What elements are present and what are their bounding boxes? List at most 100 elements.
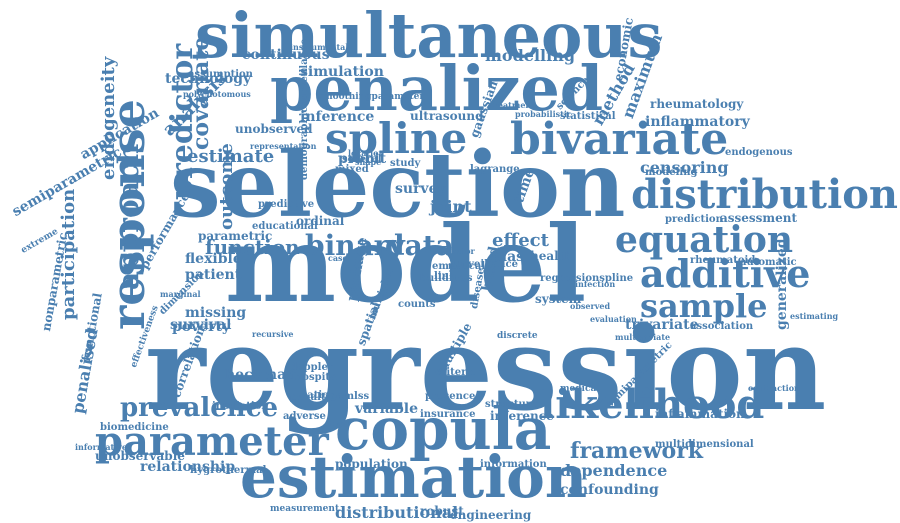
cloud-word: insurance [420,409,476,420]
cloud-word: association [690,321,754,332]
cloud-word: multivariate [615,332,671,342]
cloud-word: missing [185,305,247,321]
cloud-word: framework [570,438,704,464]
cloud-word: observed [570,301,611,311]
cloud-word: empirical [432,261,486,272]
cloud-word: modeling [645,167,698,178]
cloud-word: joint [430,197,472,216]
cloud-word: censoring [640,158,729,177]
cloud-word: shape [355,157,382,167]
cloud-word: information [480,459,547,470]
cloud-word: doppler [290,362,334,373]
cloud-word: sample [640,287,768,325]
cloud-word: binary [305,229,405,262]
cloud-word: simultaneous [195,0,663,72]
cloud-word: treatment [490,100,535,110]
cloud-word: predictive [258,199,315,210]
cloud-word: presence [425,391,476,402]
cloud-word: equation [615,219,794,261]
cloud-word: study [390,158,421,169]
cloud-word: bias [492,249,525,265]
cloud-word: prevalence [120,393,279,423]
cloud-word: engineering [450,508,532,522]
cloud-word: function [205,235,300,259]
cloud-word: link [434,271,456,282]
cloud-word: additive [640,251,811,296]
cloud-word: confounding [560,482,659,498]
cloud-word: parameter [95,418,329,465]
cloud-word: mixed [335,164,369,175]
cloud-word: endogenous [725,147,793,158]
cloud-word: continuous [242,47,330,63]
cloud-word: hospital [295,372,341,383]
cloud-word: regressionspline [540,273,634,284]
cloud-word: modelling [485,46,576,65]
cloud-word: polychotomous [183,89,251,99]
cloud-word: adverse [283,411,326,422]
cloud-word: several [342,154,382,165]
cloud-word: lagrange [470,164,520,175]
cloud-word: survival [170,317,232,333]
cloud-word: ordinal [296,214,345,228]
cloud-word: surveillance [450,259,518,270]
cloud-word: relationship [140,459,236,475]
cloud-word: penalty [290,392,332,403]
cloud-word: informative [75,442,127,452]
cloud-word: generalized [774,238,790,330]
cloud-word: case [328,253,348,263]
cloud-word: contraction [748,383,800,393]
cloud-word: educational [252,221,318,232]
cloud-word: measurement [270,504,340,514]
cloud-word: rheumatology [650,97,744,111]
cloud-word: estimate [187,146,275,167]
cloud-word: bivariate [510,114,729,165]
cloud-word: data [385,229,454,262]
cloud-word: system [535,292,582,306]
cloud-word: likelihood [540,381,765,428]
cloud-word: probabilistic [515,109,572,119]
cloud-word: statistical [560,111,616,122]
cloud-word: flexible [185,251,242,267]
cloud-word: criterion [435,367,485,378]
cloud-word: counts [398,299,436,310]
cloud-word: survey [395,181,446,197]
cloud-word: infection [575,279,616,289]
cloud-word: hygrothermal [190,465,267,476]
cloud-word: national [300,390,347,401]
cloud-word: unobserved [235,122,313,136]
cloud-word: penalised [68,327,102,415]
cloud-word: instrumental [290,42,349,52]
cloud-word: demographicsurveillance [299,38,310,180]
cloud-word: prediction [665,214,723,225]
cloud-word: type [330,419,350,429]
cloud-word: representation [250,141,317,151]
cloud-word: automatic [740,257,797,268]
cloud-word: heckman [225,367,297,383]
cloud-word: estimation [240,443,588,511]
cloud-word: assessment [720,211,798,225]
cloud-word: health [530,249,573,263]
cloud-word: copula [335,395,552,463]
cloud-word: test [448,261,465,271]
cloud-word: simulation [300,64,384,80]
cloud-word: recursive [252,329,294,339]
cloud-word: multidimensional [655,439,754,450]
cloud-word: medical [560,384,600,394]
cloud-word: location [348,148,385,158]
cloud-word: inference [490,409,554,423]
cloud-word: structure [485,399,538,410]
cloud-word: estimating [790,311,839,321]
cloud-word: ultrasound [410,109,484,123]
cloud-word: regression [145,302,827,437]
cloud-word: buildings [420,273,473,284]
cloud-word: inference [300,109,375,125]
cloud-word: rheumatoid [690,255,756,266]
cloud-word: model [225,202,587,326]
cloud-word: evaluation [590,314,637,324]
cloud-word: probit [338,151,387,167]
cloud-word: penalized [270,52,604,125]
cloud-word: population [335,457,408,471]
cloud-word: robust [420,504,464,518]
cloud-word: dependence [560,461,668,480]
